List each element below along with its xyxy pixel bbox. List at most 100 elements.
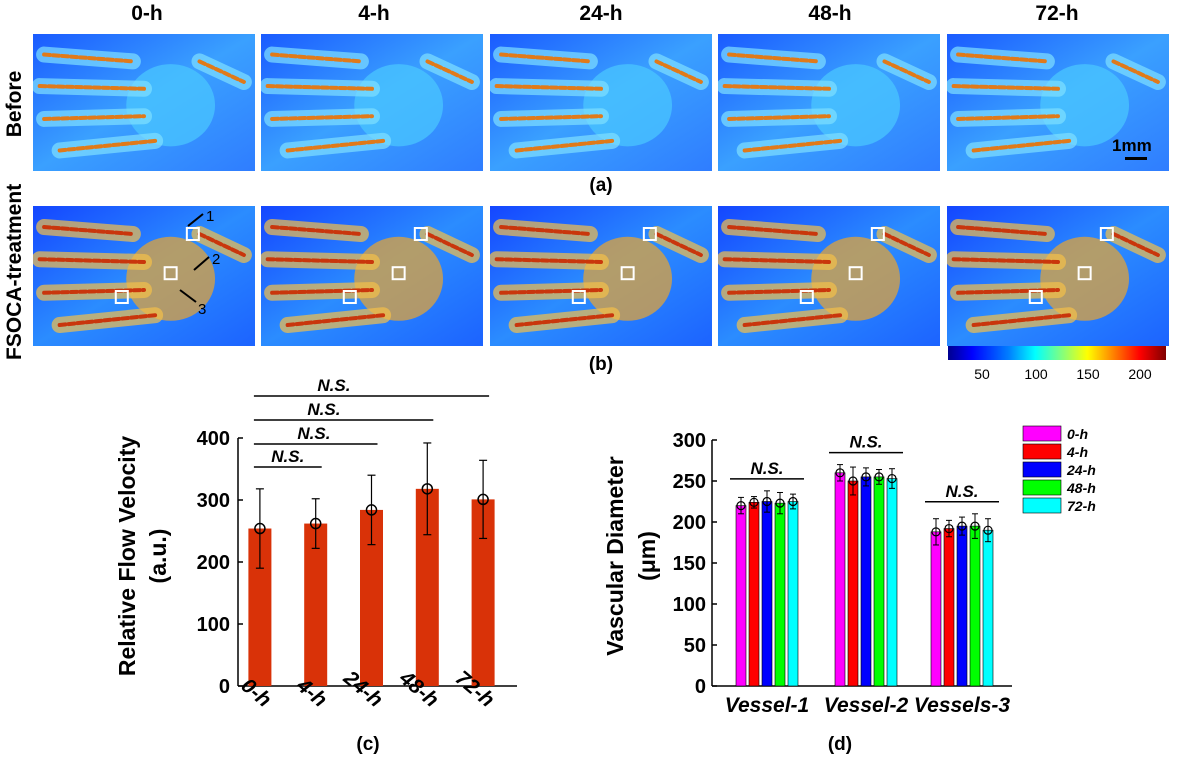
perfusion-map — [490, 206, 712, 346]
chart-c-bar-72-h — [471, 499, 495, 686]
chart-c-errorbar-0-h — [255, 488, 264, 569]
chart-c-mean-marker-72-h — [477, 493, 489, 506]
chart-d-bar-Vessel-2-4-h — [847, 480, 859, 687]
time-label-0h: 0-h — [131, 2, 163, 25]
image-panel-before-72-h — [947, 34, 1169, 171]
chart-d-significance-label: N.S. — [945, 482, 978, 501]
chart-c-significance-label: N.S. — [297, 424, 330, 443]
image-panel-treatment-24-h — [490, 206, 712, 346]
panel-label-c: (c) — [356, 734, 379, 755]
image-panel-before-24-h — [490, 34, 712, 171]
chart-d-bar-Vessel-1-4-h — [748, 502, 760, 687]
chart-d-xtick-label: Vessel-1 — [725, 694, 809, 717]
time-label-48h: 48-h — [808, 2, 852, 25]
chart-d-bar-Vessel-2-48-h — [873, 476, 885, 687]
chart-d-legend-label: 0-h — [1067, 426, 1088, 442]
chart-d-errorbar — [876, 469, 882, 485]
chart-d-mean-marker — [736, 501, 746, 511]
chart-c-errorbar-4-h — [311, 498, 320, 549]
chart-c-mean-marker-48-h — [421, 483, 434, 495]
chart-d-mean-marker — [874, 472, 884, 482]
chart-d-bar-Vessel-1-48-h — [774, 502, 786, 687]
chart-d-ytick-label: 50 — [684, 635, 706, 657]
time-label-72h: 72-h — [1035, 2, 1079, 25]
chart-c-bar-0-h — [248, 528, 272, 686]
chart-c-ytick-label: 0 — [219, 676, 230, 698]
chart-c-errorbar-48-h — [423, 442, 432, 536]
chart-d-errorbar — [738, 496, 744, 515]
chart-d-errorbar — [790, 493, 796, 510]
chart-d-legend-label: 48-h — [1066, 480, 1096, 496]
chart-d-mean-marker — [762, 496, 772, 507]
chart-d-mean-marker — [957, 521, 967, 531]
colorbar-tick-150: 150 — [1076, 366, 1100, 382]
chart-d-errorbar — [985, 518, 991, 543]
colorbar-tick-50: 50 — [974, 366, 990, 382]
image-panel-before-0-h — [33, 34, 255, 171]
chart-d-legend-swatch — [1022, 443, 1062, 460]
chart-d-ytick-label: 250 — [673, 471, 706, 493]
chart-d-bar-Vessels-3-24-h — [956, 525, 968, 687]
chart-d-errorbar — [837, 464, 843, 482]
chart-d-mean-marker — [749, 497, 759, 507]
chart-c-ylabel: Relative Flow Velocity — [114, 436, 140, 677]
time-label-24h: 24-h — [579, 2, 623, 25]
chart-c-mean-marker-0-h — [254, 522, 266, 535]
perfusion-map — [947, 206, 1169, 346]
chart-d-mean-marker — [983, 525, 993, 535]
chart-d-ytick-label: 0 — [695, 676, 706, 698]
chart-d-xtick-label: Vessels-3 — [914, 694, 1010, 717]
chart-c-errorbar-72-h — [479, 459, 488, 540]
chart-c-bar-24-h — [360, 509, 383, 686]
chart-d-bar-Vessel-1-24-h — [761, 501, 773, 687]
chart-c-ylabel-unit: (a.u.) — [145, 529, 171, 584]
chart-d-mean-marker — [848, 476, 858, 486]
colorbar-tick-100: 100 — [1024, 366, 1048, 382]
chart-d-errorbar — [889, 468, 895, 489]
chart-d-bar-Vessel-2-72-h — [886, 478, 898, 687]
chart-c-ytick-label: 100 — [197, 614, 230, 636]
chart-c-mean-marker-24-h — [365, 504, 378, 516]
chart-d-significance-label: N.S. — [849, 433, 882, 452]
chart-d-legend-swatch — [1022, 461, 1062, 478]
chart-d-errorbar — [933, 518, 939, 546]
chart-d-bar-Vessels-3-48-h — [969, 525, 981, 687]
chart-d-legend-label: 24-h — [1066, 462, 1096, 478]
chart-d-legend-swatch — [1022, 425, 1062, 442]
chart-d-mean-marker — [887, 473, 897, 484]
colorbar-tick-200: 200 — [1128, 366, 1152, 382]
chart-d-bar-Vessels-3-4-h — [943, 528, 955, 687]
chart-d-ytick-label: 150 — [673, 553, 706, 575]
chart-d-mean-marker — [788, 496, 798, 507]
perfusion-map — [490, 34, 712, 171]
chart-d-errorbar — [777, 491, 783, 515]
chart-c-significance-label: N.S. — [317, 376, 350, 395]
image-panel-treatment-72-h — [947, 206, 1169, 346]
chart-d-errorbar — [863, 467, 869, 487]
time-label-4h: 4-h — [358, 2, 390, 25]
panel-label-a: (a) — [589, 175, 613, 196]
chart-d-errorbar — [959, 516, 965, 536]
chart-d-bar-Vessel-2-0-h — [834, 472, 846, 687]
chart-d-ylabel-unit: (μm) — [634, 531, 660, 581]
image-panel-before-48-h — [718, 34, 940, 171]
chart-d-bar-Vessels-3-0-h — [930, 531, 942, 687]
chart-d-mean-marker — [835, 468, 845, 478]
perfusion-map — [718, 34, 940, 171]
chart-c-ytick-label: 200 — [197, 552, 230, 574]
chart-d-mean-marker — [970, 521, 980, 531]
colorbar — [948, 346, 1166, 360]
chart-c-ytick-label: 400 — [197, 428, 230, 450]
panel-label-d: (d) — [828, 734, 852, 755]
chart-d-bar-Vessel-2-24-h — [860, 476, 872, 687]
scale-bar — [1125, 157, 1147, 160]
chart-c-significance-label: N.S. — [271, 447, 304, 466]
chart-d-bar-Vessels-3-72-h — [982, 529, 994, 687]
scale-bar-label: 1mm — [1112, 136, 1152, 155]
image-panel-treatment-4-h — [261, 206, 483, 346]
chart-c-mean-marker-4-h — [309, 517, 322, 530]
chart-d-bar-Vessel-1-0-h — [735, 505, 747, 687]
chart-d-legend-label: 4-h — [1066, 444, 1088, 460]
chart-d-errorbar — [946, 519, 952, 538]
